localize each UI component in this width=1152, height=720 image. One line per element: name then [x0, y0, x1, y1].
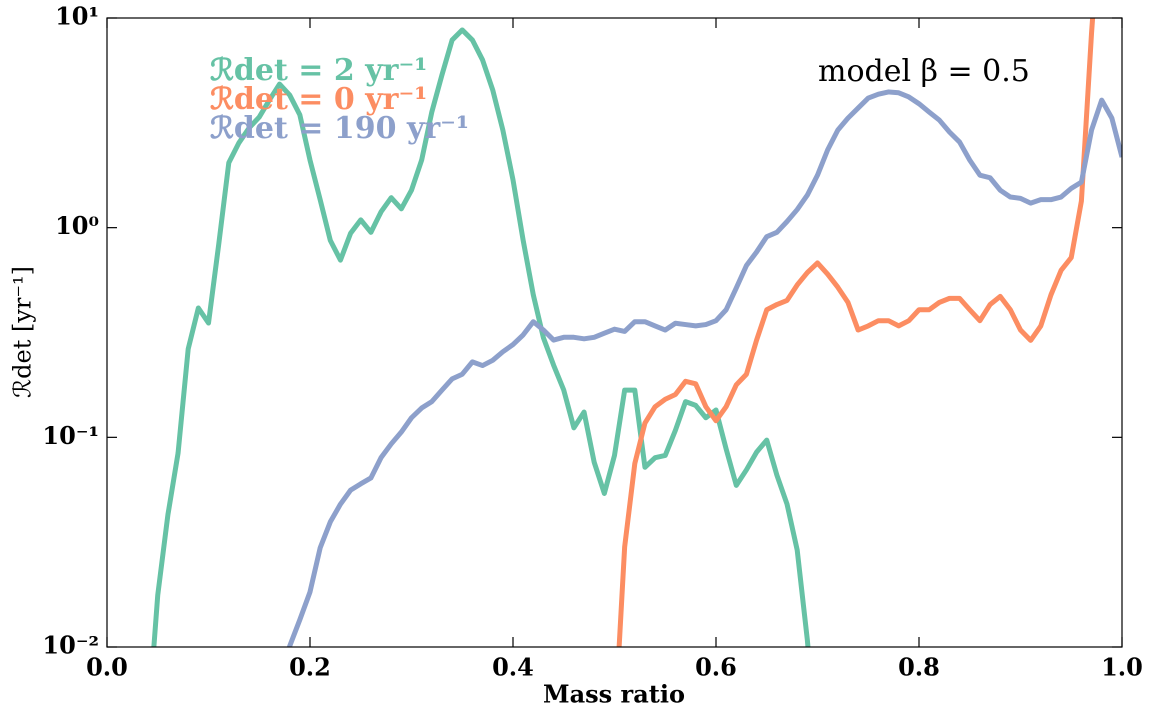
x-axis-label: Mass ratio: [543, 680, 685, 709]
y-tick-label: 10⁻¹: [42, 421, 99, 450]
x-tick-label: 0.2: [289, 653, 331, 682]
series-line: [151, 27, 811, 647]
plot-frame: [106, 17, 1123, 648]
annotation: model β = 0.5: [818, 54, 1030, 89]
series-line: [286, 89, 1122, 647]
x-tick-label: 0.0: [86, 653, 128, 682]
y-axis-label: ℛdet [yr⁻¹]: [9, 266, 37, 398]
plot-lines: [151, 18, 1122, 647]
x-tick-label: 0.8: [898, 653, 940, 682]
x-tick-label: 0.4: [492, 653, 534, 682]
y-tick-label: 10⁰: [55, 211, 99, 240]
y-tick-label: 10⁻²: [42, 631, 99, 660]
legend-entry: ℛdet = 0 yr⁻¹: [210, 82, 427, 117]
x-tick-label: 1.0: [1101, 653, 1143, 682]
series-line: [616, 18, 1096, 647]
legend-entry: ℛdet = 190 yr⁻¹: [210, 111, 469, 146]
y-tick-label: 10¹: [55, 2, 99, 31]
legend-entry: ℛdet = 2 yr⁻¹: [210, 53, 427, 88]
x-tick-label: 0.6: [695, 653, 737, 682]
